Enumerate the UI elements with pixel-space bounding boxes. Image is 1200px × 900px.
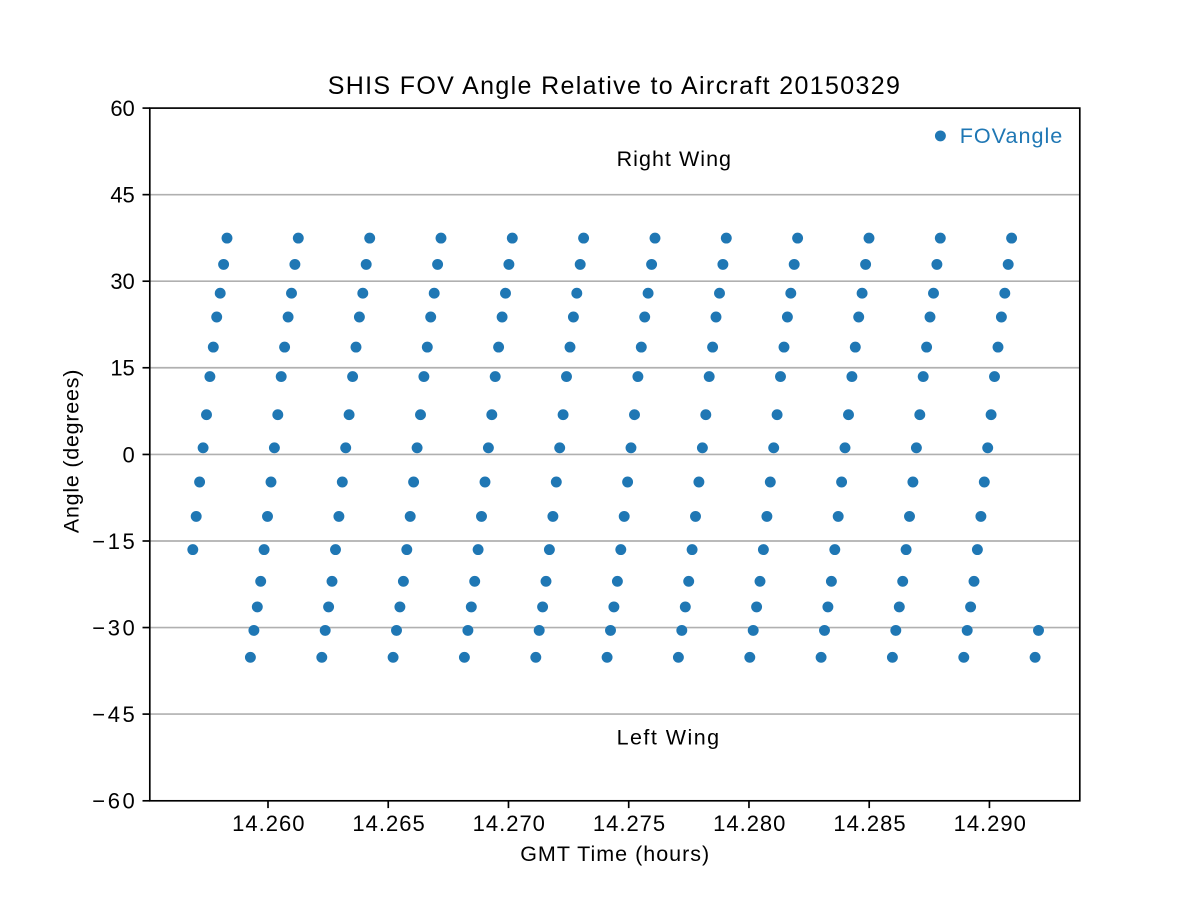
svg-text:Left Wing: Left Wing: [617, 725, 721, 749]
svg-text:GMT Time (hours): GMT Time (hours): [520, 842, 710, 866]
svg-text:Right Wing: Right Wing: [617, 147, 732, 171]
svg-text:30: 30: [110, 269, 134, 294]
svg-text:14.280: 14.280: [713, 811, 786, 836]
svg-text:Angle (degrees): Angle (degrees): [59, 369, 83, 533]
svg-text:14.290: 14.290: [954, 811, 1027, 836]
svg-text:14.270: 14.270: [473, 811, 546, 836]
svg-text:14.265: 14.265: [352, 811, 425, 836]
svg-text:14.260: 14.260: [232, 811, 305, 836]
svg-text:SHIS FOV Angle Relative to Air: SHIS FOV Angle Relative to Aircraft 2015…: [328, 72, 902, 100]
svg-text:0: 0: [123, 442, 135, 467]
svg-text:−15: −15: [92, 529, 137, 554]
svg-text:14.275: 14.275: [593, 811, 666, 836]
svg-text:14.285: 14.285: [833, 811, 906, 836]
svg-text:−30: −30: [92, 615, 137, 640]
svg-text:−45: −45: [92, 702, 137, 727]
svg-text:45: 45: [110, 183, 134, 208]
svg-text:60: 60: [110, 96, 134, 121]
svg-text:15: 15: [110, 356, 134, 381]
svg-text:FOVangle: FOVangle: [960, 123, 1064, 148]
svg-text:−60: −60: [92, 789, 137, 814]
